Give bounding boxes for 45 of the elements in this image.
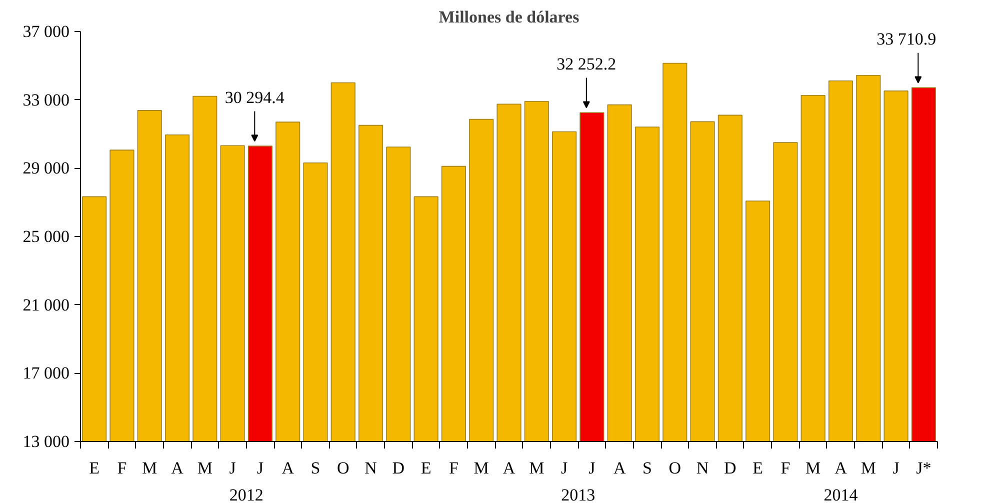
- y-tick-label: 17 000: [22, 364, 70, 383]
- x-tick-label: J: [588, 458, 596, 478]
- x-tick-label: J: [229, 458, 236, 478]
- y-tick-label: 13 000: [22, 432, 70, 451]
- x-tick-label: M: [197, 458, 212, 478]
- x-tick-label: E: [752, 458, 764, 478]
- y-tick-label: 37 000: [22, 22, 70, 41]
- data-label: 32 252.2: [556, 54, 616, 74]
- x-tick-label: N: [696, 458, 709, 478]
- x-tick-label: A: [834, 458, 848, 478]
- chart-title: Millones de dólares: [438, 8, 580, 26]
- x-tick-label: N: [364, 458, 377, 478]
- x-tick-label: M: [529, 458, 544, 478]
- data-label: 30 294.4: [224, 88, 285, 108]
- x-tick-label: F: [780, 458, 790, 478]
- x-tick-label: O: [668, 458, 682, 478]
- x-tick-label: F: [117, 458, 127, 478]
- data-label: 33 710.9: [876, 30, 936, 49]
- y-tick-label: 21 000: [22, 295, 70, 314]
- x-tick-label: E: [89, 458, 100, 478]
- x-tick-label: D: [724, 458, 736, 478]
- x-tick-label: F: [448, 458, 458, 478]
- y-tick-label: 33 000: [22, 90, 70, 110]
- x-tick-label: M: [474, 458, 489, 478]
- y-tick-label: 25 000: [22, 227, 70, 246]
- x-tick-label: A: [502, 458, 516, 478]
- x-tick-label: J: [560, 458, 568, 478]
- text: 2013: [561, 486, 596, 503]
- x-tick-label: J*: [916, 458, 932, 478]
- x-tick-label: A: [282, 458, 295, 478]
- x-tick-label: M: [142, 458, 158, 478]
- x-tick-label: M: [806, 458, 821, 478]
- x-tick-label: D: [392, 458, 405, 478]
- x-tick-label: O: [336, 458, 350, 478]
- x-tick-label: M: [860, 458, 876, 478]
- x-tick-label: J: [892, 458, 900, 478]
- x-tick-label: S: [642, 458, 652, 478]
- x-tick-label: J: [256, 458, 264, 478]
- x-tick-label: A: [171, 458, 184, 478]
- text: 2012: [229, 486, 264, 503]
- x-tick-label: S: [310, 458, 320, 478]
- y-tick-label: 29 000: [22, 158, 70, 178]
- x-tick-label: E: [420, 458, 432, 478]
- text: 2014: [824, 486, 858, 503]
- x-tick-label: A: [613, 458, 626, 478]
